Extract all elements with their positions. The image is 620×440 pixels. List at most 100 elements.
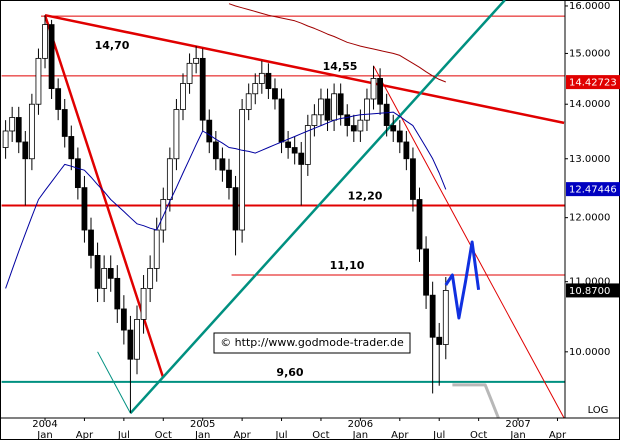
candle-body xyxy=(239,109,246,231)
x-tick-label: Apr xyxy=(76,430,94,440)
candle-body xyxy=(180,83,186,110)
candle-body xyxy=(74,158,81,189)
candle-body xyxy=(311,114,318,126)
candle-body xyxy=(324,98,331,121)
trendline xyxy=(97,351,131,414)
candle-body xyxy=(278,98,285,143)
watermark-box xyxy=(213,332,411,354)
x-tick-label: Jul xyxy=(117,430,130,440)
y-tick-label: 16.0000 xyxy=(569,1,610,12)
candle-body xyxy=(9,117,16,132)
candle-body xyxy=(403,141,410,160)
candle-body xyxy=(357,119,364,132)
candle-body xyxy=(35,57,42,105)
candle-body xyxy=(193,57,200,64)
series-line xyxy=(444,240,481,320)
y-tick-label: 11.0000 xyxy=(569,277,610,288)
x-tick-label: Oct xyxy=(470,430,487,440)
candle-body xyxy=(364,98,370,121)
year-label: 2007 xyxy=(505,419,530,430)
candle-body xyxy=(232,187,239,231)
candle-body xyxy=(298,152,305,165)
candle-body xyxy=(337,93,344,116)
y-tick-label: 14.0000 xyxy=(569,99,610,110)
x-tick-label: Jan xyxy=(194,430,210,440)
candle-body xyxy=(416,199,423,250)
price-box-label: 10.8700 xyxy=(569,286,610,297)
candle-body xyxy=(153,229,160,269)
watermark: © http://www.godmode-trader.de xyxy=(220,336,404,349)
y-tick-label: 12.0000 xyxy=(569,213,610,224)
level-label: 12,20 xyxy=(348,189,383,202)
candle-body xyxy=(410,158,416,200)
candle-body xyxy=(383,103,390,126)
x-tick-label: Jul xyxy=(432,430,445,440)
candle-body xyxy=(15,117,22,143)
candle-body xyxy=(88,229,94,256)
price-box-label: 12.47446 xyxy=(569,185,617,196)
level-label: 11,10 xyxy=(330,259,365,272)
candle-body xyxy=(304,125,311,165)
candle-body xyxy=(291,147,298,154)
candle-body xyxy=(390,125,397,132)
candle-body xyxy=(429,294,436,338)
y-tick-label: 15.0000 xyxy=(569,48,610,59)
level-label: 9,60 xyxy=(276,366,303,379)
year-label: 2004 xyxy=(32,419,57,430)
trendline xyxy=(129,0,506,415)
candle-body xyxy=(55,88,62,110)
candle-body xyxy=(94,255,101,289)
series-line xyxy=(228,3,446,83)
x-tick-label: Jul xyxy=(275,430,288,440)
x-tick-label: Jan xyxy=(352,430,368,440)
candle-body xyxy=(370,77,377,100)
candle-body xyxy=(350,125,357,132)
candle-body xyxy=(285,141,292,148)
candle-body xyxy=(28,103,35,160)
level-label: 14,55 xyxy=(323,60,358,73)
candle-body xyxy=(252,83,259,95)
price-box xyxy=(566,75,620,90)
series-line xyxy=(452,383,500,419)
candle-body xyxy=(206,119,213,143)
candle-body xyxy=(140,288,147,320)
trendline xyxy=(44,13,565,125)
trendline xyxy=(373,65,565,419)
candle-body xyxy=(219,158,226,171)
x-tick-label: Oct xyxy=(312,430,329,440)
candle-body xyxy=(331,93,338,121)
plot-area xyxy=(1,0,565,419)
scale-label: LOG xyxy=(588,405,609,416)
year-label: 2005 xyxy=(190,419,215,430)
price-box xyxy=(566,182,620,197)
candle-body xyxy=(147,268,154,289)
candle-body xyxy=(68,136,75,160)
candle-body xyxy=(377,77,383,105)
candle-body xyxy=(22,141,29,160)
candle-body xyxy=(442,290,449,345)
candle-body xyxy=(48,24,55,90)
price-box-label: 14.42723 xyxy=(569,78,617,89)
x-tick-label: Apr xyxy=(549,430,567,440)
candle-body xyxy=(344,114,351,126)
candle-body xyxy=(226,169,232,189)
candle-body xyxy=(120,308,127,331)
candle-body xyxy=(423,248,429,296)
candle-body xyxy=(396,130,403,143)
candle-body xyxy=(436,336,443,345)
series-line xyxy=(5,111,447,289)
candle-body xyxy=(258,72,265,84)
x-tick-label: Apr xyxy=(233,430,251,440)
candle-body xyxy=(2,130,9,148)
candle-body xyxy=(212,141,219,160)
candle-body xyxy=(272,88,278,100)
candle-body xyxy=(134,319,140,360)
trendline-label: 14,70 xyxy=(95,39,130,52)
x-tick-label: Oct xyxy=(155,430,172,440)
x-tick-label: Jan xyxy=(509,430,525,440)
candle-body xyxy=(127,329,134,360)
candle-body xyxy=(318,98,324,116)
candle-body xyxy=(173,109,180,160)
candle-body xyxy=(265,72,272,90)
